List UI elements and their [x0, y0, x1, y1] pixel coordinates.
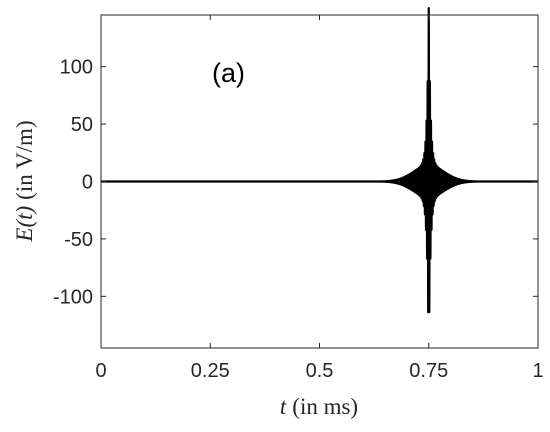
x-tick-label: 0 [95, 360, 106, 382]
x-tick-label: 1 [532, 360, 543, 382]
signal-line [99, 7, 540, 314]
x-axis-variable: t [280, 394, 287, 419]
y-tick-label: 50 [71, 114, 93, 136]
signal-layer [99, 7, 540, 314]
y-axis-unit: (in V/m) [12, 120, 37, 199]
y-tick-label: 100 [60, 57, 93, 79]
x-axis-ticks: 0 0.25 0.5 0.75 1 [95, 15, 544, 382]
x-axis-label: t (in ms) [280, 394, 358, 419]
y-axis-ticks: -100 -50 0 50 100 [53, 57, 538, 308]
x-tick-label: 0.75 [409, 360, 448, 382]
x-tick-label: 0.5 [306, 360, 334, 382]
y-axis-variable: E(t) [12, 206, 37, 243]
x-axis-unit: (in ms) [292, 394, 358, 419]
y-tick-label: 0 [82, 172, 93, 194]
panel-label: (a) [212, 58, 245, 88]
y-tick-label: -100 [53, 286, 93, 308]
y-axis-label: E(t) (in V/m) [12, 120, 37, 242]
x-tick-label: 0.25 [191, 360, 230, 382]
y-tick-label: -50 [64, 229, 93, 251]
